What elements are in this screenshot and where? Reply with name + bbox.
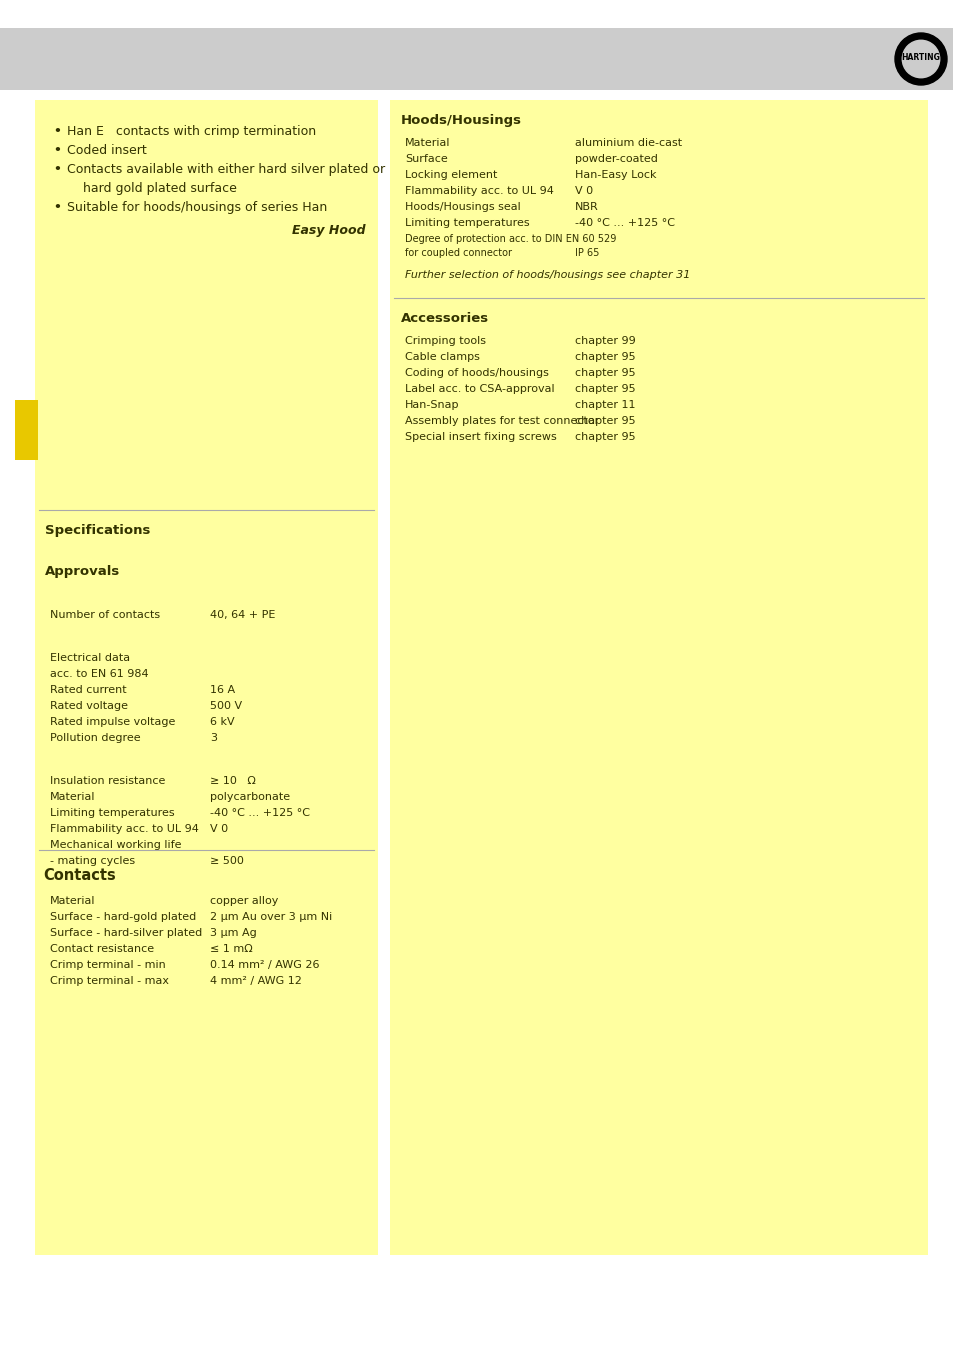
Circle shape bbox=[902, 40, 939, 78]
Text: aluminium die-cast: aluminium die-cast bbox=[575, 138, 681, 148]
Text: Han E   contacts with crimp termination: Han E contacts with crimp termination bbox=[67, 126, 315, 138]
Text: Mechanical working life: Mechanical working life bbox=[50, 841, 181, 850]
Text: Han-Easy Lock: Han-Easy Lock bbox=[575, 170, 656, 180]
Text: -40 °C ... +125 °C: -40 °C ... +125 °C bbox=[575, 217, 675, 228]
Text: Hoods/Housings: Hoods/Housings bbox=[400, 113, 521, 127]
Text: 4 mm² / AWG 12: 4 mm² / AWG 12 bbox=[210, 976, 301, 986]
Text: •: • bbox=[53, 163, 61, 176]
Text: Surface: Surface bbox=[405, 154, 447, 163]
Text: Surface - hard-gold plated: Surface - hard-gold plated bbox=[50, 913, 196, 922]
Text: •: • bbox=[53, 126, 61, 138]
Text: Crimping tools: Crimping tools bbox=[405, 336, 485, 346]
Text: chapter 95: chapter 95 bbox=[575, 352, 635, 362]
Text: Label acc. to CSA-approval: Label acc. to CSA-approval bbox=[405, 383, 554, 394]
Text: ≥ 10   Ω: ≥ 10 Ω bbox=[210, 776, 255, 787]
Text: polycarbonate: polycarbonate bbox=[210, 792, 290, 802]
Circle shape bbox=[894, 32, 946, 85]
Text: Insulation resistance: Insulation resistance bbox=[50, 776, 165, 787]
Text: ≤ 1 mΩ: ≤ 1 mΩ bbox=[210, 944, 253, 954]
Text: chapter 95: chapter 95 bbox=[575, 369, 635, 378]
Text: Material: Material bbox=[405, 138, 450, 148]
Text: 0.14 mm² / AWG 26: 0.14 mm² / AWG 26 bbox=[210, 960, 319, 971]
Text: Easy Hood: Easy Hood bbox=[292, 224, 366, 238]
Text: Cable clamps: Cable clamps bbox=[405, 352, 479, 362]
Text: Han-Snap: Han-Snap bbox=[405, 400, 459, 410]
Text: for coupled connector: for coupled connector bbox=[405, 248, 512, 258]
Text: Contacts: Contacts bbox=[43, 868, 115, 883]
Text: chapter 95: chapter 95 bbox=[575, 383, 635, 394]
Text: powder-coated: powder-coated bbox=[575, 154, 658, 163]
Text: ≥ 500: ≥ 500 bbox=[210, 856, 244, 867]
Text: 3: 3 bbox=[210, 733, 216, 744]
Text: Material: Material bbox=[50, 792, 95, 802]
Text: Limiting temperatures: Limiting temperatures bbox=[405, 217, 529, 228]
Text: •: • bbox=[53, 201, 61, 215]
Text: 500 V: 500 V bbox=[210, 701, 242, 711]
Text: 40, 64 + PE: 40, 64 + PE bbox=[210, 610, 275, 620]
Text: Material: Material bbox=[50, 896, 95, 906]
Text: Specifications: Specifications bbox=[45, 524, 151, 537]
Text: copper alloy: copper alloy bbox=[210, 896, 278, 906]
Text: chapter 95: chapter 95 bbox=[575, 432, 635, 441]
Text: Degree of protection acc. to DIN EN 60 529: Degree of protection acc. to DIN EN 60 5… bbox=[405, 234, 616, 244]
Text: Coded insert: Coded insert bbox=[67, 144, 147, 157]
Text: HARTING: HARTING bbox=[901, 53, 940, 62]
Text: hard gold plated surface: hard gold plated surface bbox=[67, 182, 236, 194]
Text: Contacts available with either hard silver plated or: Contacts available with either hard silv… bbox=[67, 163, 385, 176]
Text: Suitable for hoods/housings of series Han: Suitable for hoods/housings of series Ha… bbox=[67, 201, 327, 215]
Text: Rated impulse voltage: Rated impulse voltage bbox=[50, 717, 175, 728]
Text: IP 65: IP 65 bbox=[575, 248, 598, 258]
Text: Pollution degree: Pollution degree bbox=[50, 733, 140, 744]
Text: 3 μm Ag: 3 μm Ag bbox=[210, 927, 256, 938]
Bar bbox=[0, 28, 953, 90]
Text: Flammability acc. to UL 94: Flammability acc. to UL 94 bbox=[50, 825, 198, 834]
Text: - mating cycles: - mating cycles bbox=[50, 856, 135, 867]
Text: V 0: V 0 bbox=[210, 825, 228, 834]
Text: Contact resistance: Contact resistance bbox=[50, 944, 154, 954]
Text: acc. to EN 61 984: acc. to EN 61 984 bbox=[50, 670, 149, 679]
Text: Electrical data: Electrical data bbox=[50, 653, 130, 663]
Bar bbox=[15, 400, 38, 460]
Text: chapter 11: chapter 11 bbox=[575, 400, 635, 410]
Text: Crimp terminal - max: Crimp terminal - max bbox=[50, 976, 169, 986]
Text: Hoods/Housings seal: Hoods/Housings seal bbox=[405, 202, 520, 212]
Text: Rated current: Rated current bbox=[50, 686, 127, 695]
Text: Locking element: Locking element bbox=[405, 170, 497, 180]
Text: Limiting temperatures: Limiting temperatures bbox=[50, 809, 174, 818]
Text: Number of contacts: Number of contacts bbox=[50, 610, 160, 620]
Bar bbox=[390, 100, 927, 1256]
Text: Coding of hoods/housings: Coding of hoods/housings bbox=[405, 369, 548, 378]
Text: Approvals: Approvals bbox=[45, 566, 120, 578]
Text: 6 kV: 6 kV bbox=[210, 717, 234, 728]
Text: 2 μm Au over 3 μm Ni: 2 μm Au over 3 μm Ni bbox=[210, 913, 332, 922]
Text: Surface - hard-silver plated: Surface - hard-silver plated bbox=[50, 927, 202, 938]
Text: Crimp terminal - min: Crimp terminal - min bbox=[50, 960, 166, 971]
Text: Flammability acc. to UL 94: Flammability acc. to UL 94 bbox=[405, 186, 554, 196]
Text: chapter 99: chapter 99 bbox=[575, 336, 635, 346]
Text: NBR: NBR bbox=[575, 202, 598, 212]
Text: V 0: V 0 bbox=[575, 186, 593, 196]
Text: Special insert fixing screws: Special insert fixing screws bbox=[405, 432, 557, 441]
Bar bbox=[35, 100, 377, 1256]
Text: chapter 95: chapter 95 bbox=[575, 416, 635, 427]
Text: -40 °C ... +125 °C: -40 °C ... +125 °C bbox=[210, 809, 310, 818]
Text: Accessories: Accessories bbox=[400, 312, 489, 325]
Text: •: • bbox=[53, 144, 61, 157]
Text: Further selection of hoods/housings see chapter 31: Further selection of hoods/housings see … bbox=[405, 270, 690, 279]
Text: 16 A: 16 A bbox=[210, 686, 234, 695]
Text: Rated voltage: Rated voltage bbox=[50, 701, 128, 711]
Text: Assembly plates for test connector: Assembly plates for test connector bbox=[405, 416, 598, 427]
